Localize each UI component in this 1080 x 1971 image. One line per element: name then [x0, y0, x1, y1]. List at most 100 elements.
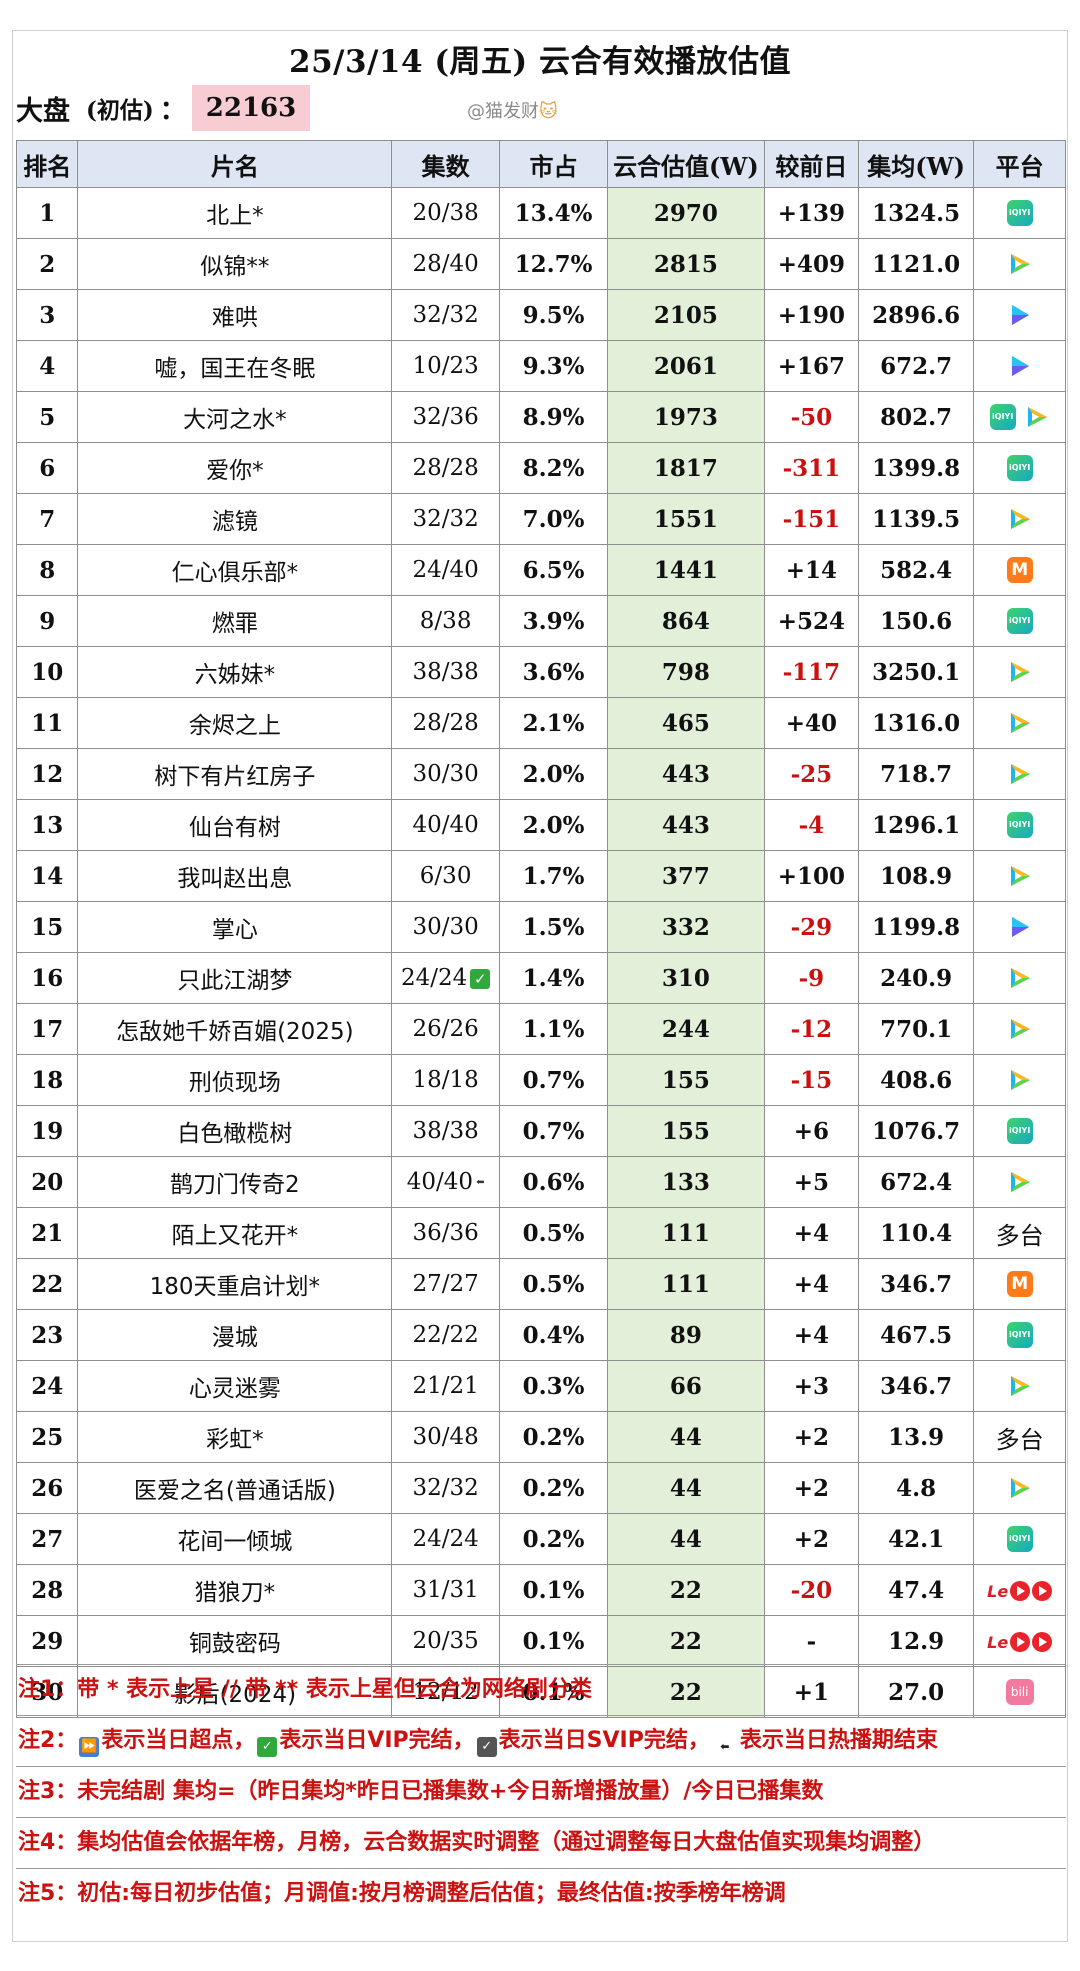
platform-cell: iQIYI: [973, 799, 1066, 851]
episodes-cell: 31/31: [391, 1564, 501, 1616]
title-cell: 大河之水*: [77, 391, 393, 443]
table-row: 6 爱你* 28/28 8.2% 1817 -311 1399.8 iQIYI: [15, 442, 1066, 494]
rank-cell: 24: [15, 1360, 79, 1412]
share-cell: 0.7%: [499, 1105, 608, 1157]
play-icon: [1032, 1631, 1053, 1652]
avg-cell: 42.1: [857, 1513, 975, 1565]
watermark-text: @猫发财: [467, 101, 539, 122]
title-cell: 花间一倾城: [77, 1513, 393, 1565]
title-cell: 难哄: [77, 289, 393, 341]
header-rank: 排名: [15, 140, 79, 188]
share-cell: 2.1%: [499, 697, 608, 749]
title-cell: 我叫赵出息: [77, 850, 393, 902]
iqiyi-icon: iQIYI: [1006, 200, 1033, 227]
delta-cell: +2: [763, 1513, 859, 1565]
note-4: 注4：集均估值会依据年榜，月榜，云合数据实时调整（通过调整每日大盘估值实现集均调…: [16, 1818, 1066, 1869]
rank-cell: 22: [15, 1258, 79, 1310]
avg-cell: 3250.1: [857, 646, 975, 698]
estimate-cell: 465: [606, 697, 765, 749]
title-cell: 陌上又花开*: [77, 1207, 393, 1259]
tencent-video-icon: [1010, 713, 1030, 734]
episodes-cell: 28/40: [391, 238, 501, 290]
table-row: 23 漫城 22/22 0.4% 89 +4 467.5 iQIYI: [15, 1309, 1066, 1361]
platform-cell: [973, 1054, 1066, 1106]
platform-cell: iQIYI: [973, 1513, 1066, 1565]
estimate-cell: 443: [606, 748, 765, 800]
delta-cell: -9: [763, 952, 859, 1004]
title-cell: 滤镜: [77, 493, 393, 545]
delta-cell: -50: [763, 391, 859, 443]
platform-cell: [973, 646, 1066, 698]
table-row: 9 燃罪 8/38 3.9% 864 +524 150.6 iQIYI: [15, 595, 1066, 647]
episodes-value: 32/32: [412, 302, 479, 328]
platform-cell: M: [973, 544, 1066, 596]
estimate-cell: 1441: [606, 544, 765, 596]
title-cell: 医爱之名(普通话版): [77, 1462, 393, 1514]
rank-cell: 17: [15, 1003, 79, 1055]
table-row: 3 难哄 32/32 9.5% 2105 +190 2896.6: [15, 289, 1066, 341]
episodes-cell: 26/26: [391, 1003, 501, 1055]
share-cell: 0.2%: [499, 1411, 608, 1463]
episodes-value: 24/24: [400, 965, 468, 991]
share-cell: 9.5%: [499, 289, 608, 341]
episodes-value: 28/28: [412, 710, 479, 736]
platform-cell: [973, 1003, 1066, 1055]
title-cell: 树下有片红房子: [77, 748, 393, 800]
episodes-cell: 32/32: [391, 289, 501, 341]
play-icon: [1010, 1631, 1031, 1652]
delta-cell: +4: [763, 1258, 859, 1310]
title-cell: 心灵迷雾: [77, 1360, 393, 1412]
avg-cell: 802.7: [857, 391, 975, 443]
tencent-video-icon: [1010, 1172, 1030, 1193]
estimate-cell: 22: [606, 1666, 765, 1718]
episodes-value: 18/18: [412, 1067, 479, 1093]
rank-cell: 20: [15, 1156, 79, 1208]
avg-cell: 27.0: [857, 1666, 975, 1718]
le-tv-platforms: Le: [987, 1577, 1053, 1603]
share-cell: 7.0%: [499, 493, 608, 545]
episodes-cell: 27/27: [391, 1258, 501, 1310]
estimate-cell: 66: [606, 1360, 765, 1412]
estimate-cell: 133: [606, 1156, 765, 1208]
delta-cell: -: [763, 1615, 859, 1667]
platform-cell: [973, 289, 1066, 341]
avg-cell: 1316.0: [857, 697, 975, 749]
episodes-value: 12/12: [412, 1679, 479, 1705]
share-cell: 0.1%: [499, 1564, 608, 1616]
title-cell: 彩虹*: [77, 1411, 393, 1463]
episodes-value: 40/40: [412, 812, 479, 838]
title-cell: 爱你*: [77, 442, 393, 494]
table-row: 28 猎狼刀* 31/31 0.1% 22 -20 47.4 Le: [15, 1564, 1066, 1616]
rank-cell: 2: [15, 238, 79, 290]
episodes-cell: 36/36: [391, 1207, 501, 1259]
tencent-video-icon: [1010, 1376, 1030, 1397]
iqiyi-icon: iQIYI: [1006, 1526, 1033, 1553]
estimate-cell: 1973: [606, 391, 765, 443]
estimate-cell: 44: [606, 1411, 765, 1463]
delta-cell: +1: [763, 1666, 859, 1718]
episodes-value: 36/36: [412, 1220, 479, 1246]
vip-complete-icon: ✓: [470, 969, 491, 989]
estimate-cell: 44: [606, 1462, 765, 1514]
rank-cell: 10: [15, 646, 79, 698]
delta-cell: +524: [763, 595, 859, 647]
note-1: 注1：带 * 表示上星 // 带 ** 表示上星但云合为网络剧分类: [16, 1664, 1066, 1716]
delta-cell: +139: [763, 187, 859, 239]
avg-cell: 672.4: [857, 1156, 975, 1208]
delta-cell: -151: [763, 493, 859, 545]
market-label: 大盘: [16, 95, 70, 127]
le-tv-platforms: Le: [987, 1628, 1053, 1654]
estimate-cell: 2061: [606, 340, 765, 392]
iqiyi-icon: iQIYI: [1006, 1322, 1033, 1349]
episodes-cell: 24/24: [391, 1513, 501, 1565]
delta-cell: -29: [763, 901, 859, 953]
title-cell: 怎敌她千娇百媚(2025): [77, 1003, 393, 1055]
episodes-value: 32/32: [412, 506, 479, 532]
estimate-cell: 89: [606, 1309, 765, 1361]
page-title: 25/3/14 (周五) 云合有效播放估值: [289, 44, 791, 80]
platform-cell: [973, 1360, 1066, 1412]
table-row: 30 影后(2024) 12/12 0.1% 22 +1 27.0 bili: [15, 1666, 1066, 1718]
table-row: 13 仙台有树 40/40 2.0% 443 -4 1296.1 iQIYI: [15, 799, 1066, 851]
avg-cell: 408.6: [857, 1054, 975, 1106]
delta-cell: +6: [763, 1105, 859, 1157]
